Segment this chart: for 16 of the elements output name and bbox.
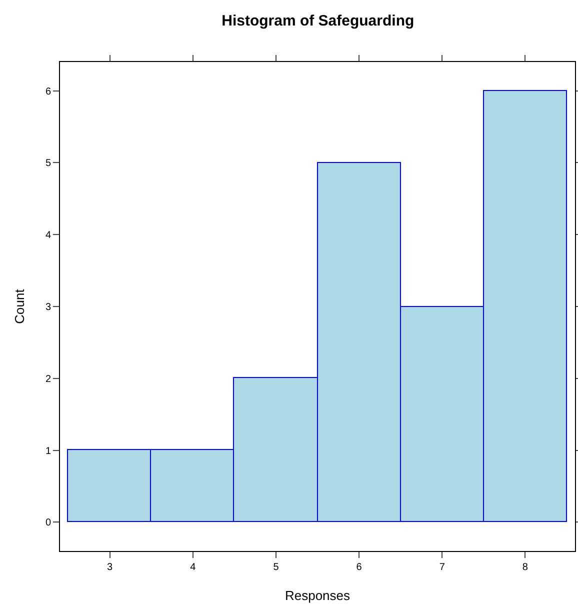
x-tick-label: 3 [107,562,114,573]
y-tick-label: 5 [45,158,52,170]
y-tick-label: 0 [45,518,52,529]
y-tick-label: 4 [45,230,52,242]
y-tick-label: 3 [45,302,52,313]
y-axis-title: Count [12,288,27,324]
chart-title: Histogram of Safeguarding [222,12,414,30]
y-tick-label: 1 [45,446,52,457]
y-tick-label: 6 [45,86,52,98]
y-tick-label: 2 [45,374,52,385]
x-axis-title: Responses [284,588,351,603]
x-tick-label: 7 [439,562,446,573]
x-tick-label: 8 [522,562,528,573]
x-tick-label: 4 [190,562,196,573]
x-tick-label: 6 [356,562,362,573]
x-tick-label: 5 [273,562,280,573]
